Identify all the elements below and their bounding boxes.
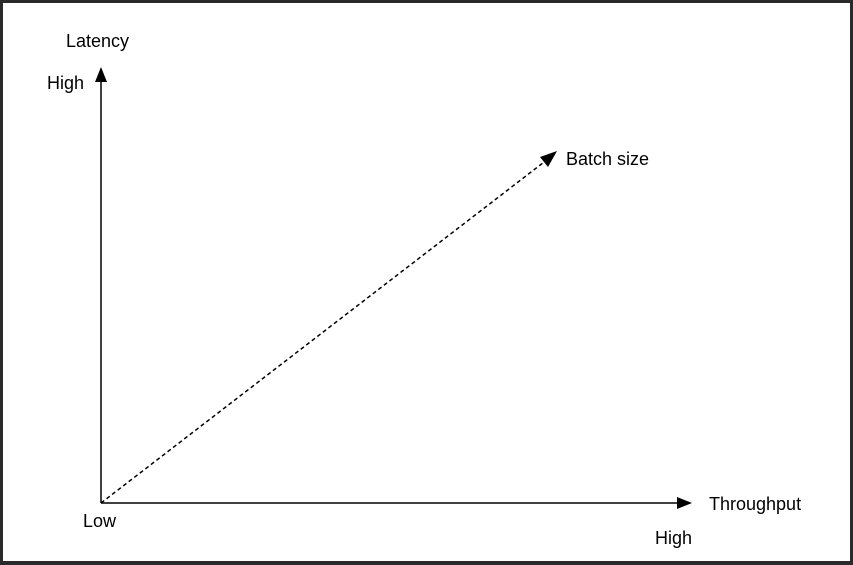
y-axis-arrowhead (95, 67, 107, 82)
batch-size-arrowhead (540, 151, 557, 167)
batch-size-label: Batch size (566, 149, 650, 169)
batch-size-trend-line (100, 158, 549, 504)
diagram-canvas: Latency High Batch size Throughput Low H… (3, 3, 850, 561)
x-axis-high-label: High (655, 528, 693, 548)
y-axis-title: Latency (66, 31, 130, 51)
x-axis-title: Throughput (709, 494, 802, 514)
x-axis-arrowhead (677, 497, 692, 509)
y-axis-high-label: High (47, 73, 85, 93)
latency-throughput-diagram (95, 67, 692, 509)
origin-low-label: Low (83, 511, 117, 531)
